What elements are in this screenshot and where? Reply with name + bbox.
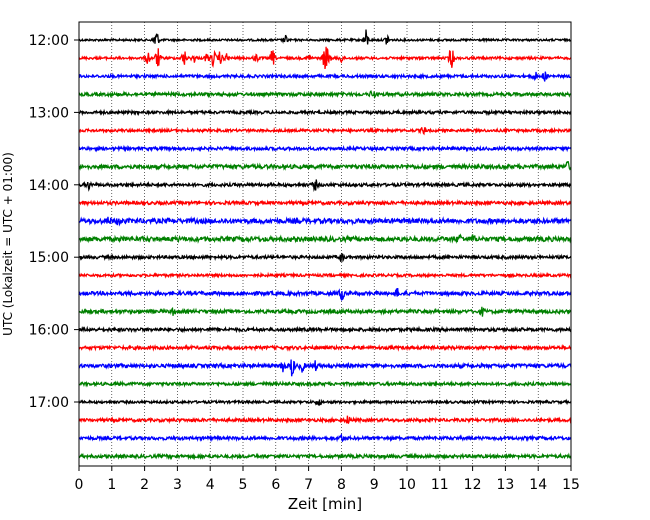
trace-1515: [78, 271, 572, 280]
y-tick-label-0: 12:00: [29, 33, 69, 49]
trace-1615: [78, 343, 572, 352]
x-tick-label-4: 4: [206, 477, 215, 493]
trace-1730: [78, 433, 572, 443]
x-tick-label-2: 2: [140, 477, 149, 493]
trace-1530: [78, 287, 572, 302]
trace-1430: [78, 216, 572, 227]
x-tick-label-3: 3: [173, 477, 182, 493]
trace-1545: [78, 306, 572, 317]
trace-1715: [78, 415, 572, 425]
trace-1400: [78, 179, 572, 193]
y-tick-label-3: 15:00: [29, 250, 69, 266]
x-tick-label-8: 8: [337, 477, 346, 493]
trace-1700: [78, 398, 572, 407]
trace-1600: [78, 325, 572, 334]
y-axis: 12:00 13:00 14:00 15:00 16:00 17:00: [29, 33, 79, 411]
x-tick-label-5: 5: [239, 477, 248, 493]
trace-1415: [78, 198, 572, 207]
trace-1200: [78, 29, 572, 45]
trace-1300: [78, 108, 572, 117]
x-tick-label-0: 0: [75, 477, 84, 493]
trace-1745: [78, 452, 572, 461]
x-tick-label-1: 1: [107, 477, 116, 493]
trace-1230: [78, 71, 572, 82]
x-tick-label-9: 9: [370, 477, 379, 493]
trace-1645: [78, 379, 572, 388]
trace-1500: [78, 252, 572, 263]
trace-1445: [78, 233, 572, 244]
trace-1215: [78, 46, 572, 70]
x-axis-label: Zeit [min]: [288, 495, 362, 513]
x-tick-label-12: 12: [464, 477, 482, 493]
y-tick-label-4: 16:00: [29, 323, 69, 339]
trace-1245: [78, 89, 572, 100]
grid-lines: [111, 22, 539, 466]
seismogram-traces: [78, 29, 572, 461]
y-tick-label-5: 17:00: [29, 395, 69, 411]
x-tick-label-15: 15: [562, 477, 580, 493]
y-axis-label: UTC (Lokalzeit = UTC + 01:00): [1, 152, 15, 336]
x-tick-label-6: 6: [271, 477, 280, 493]
trace-1315: [78, 126, 572, 136]
trace-1330: [78, 144, 572, 153]
x-tick-label-11: 11: [431, 477, 449, 493]
x-tick-label-7: 7: [304, 477, 313, 493]
plot-frame: [78, 21, 572, 467]
trace-1630: [78, 359, 572, 377]
x-axis: 0 1 2 3 4 5 6 7 8 9 10 11 12 13 14 15: [75, 466, 580, 493]
trace-1345: [78, 160, 572, 172]
x-tick-label-13: 13: [496, 477, 514, 493]
x-tick-label-14: 14: [529, 477, 547, 493]
y-tick-label-2: 14:00: [29, 178, 69, 194]
x-tick-label-10: 10: [398, 477, 416, 493]
y-tick-label-1: 13:00: [29, 105, 69, 121]
